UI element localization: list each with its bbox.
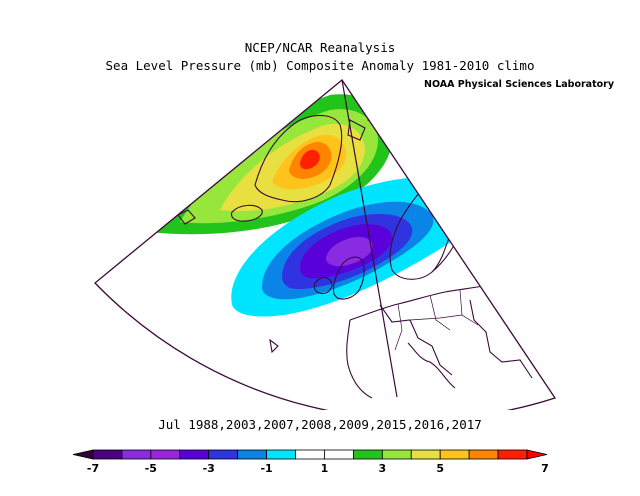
colorbar-tick-label: 3 [379, 462, 387, 475]
colorbar-left-arrow [72, 449, 94, 460]
composite-years-label: Jul 1988,2003,2007,2008,2009,2015,2016,2… [158, 417, 482, 432]
colorbar-box [237, 449, 268, 460]
colorbar-tick-label: -5 [145, 462, 157, 475]
colorbar-tick-label: -7 [87, 462, 99, 475]
title-line-1: NCEP/NCAR Reanalysis [244, 40, 396, 55]
colorbar-box [150, 449, 181, 460]
colorbar-box [208, 449, 239, 460]
colorbar-box [324, 449, 354, 460]
colorbar-box [352, 449, 383, 460]
colorbar-box [179, 449, 210, 460]
colorbar-tick-label: 7 [541, 462, 549, 475]
colorbar-tick-label: -1 [260, 462, 272, 475]
map-frame [94, 79, 557, 410]
scandinavia-negative-cell [429, 169, 459, 191]
colorbar: -7 -5 -3 -1 1 3 5 7 [72, 449, 549, 475]
colorbar-box [92, 449, 123, 460]
colorbar-box [410, 449, 441, 460]
colorbar-labels: -7 -5 -3 -1 1 3 5 7 [87, 462, 549, 475]
colorbar-tick-label: 5 [436, 462, 444, 475]
colorbar-tick-label: -3 [203, 462, 215, 475]
credit-label: NOAA Physical Sciences Laboratory [424, 79, 615, 90]
colorbar-box [121, 449, 152, 460]
negative-anomaly-contours [231, 176, 487, 317]
colorbar-boxes [72, 449, 548, 460]
colorbar-box [439, 449, 470, 460]
anomaly-map [94, 79, 557, 410]
colorbar-box [381, 449, 412, 460]
colorbar-box [497, 449, 528, 460]
colorbar-box [468, 449, 499, 460]
title-line-2: Sea Level Pressure (mb) Composite Anomal… [105, 58, 535, 73]
colorbar-box [266, 449, 296, 460]
colorbar-tick-label: 1 [321, 462, 329, 475]
colorbar-right-arrow [526, 449, 548, 460]
colorbar-box [295, 449, 325, 460]
central-meridian [341, 79, 398, 398]
